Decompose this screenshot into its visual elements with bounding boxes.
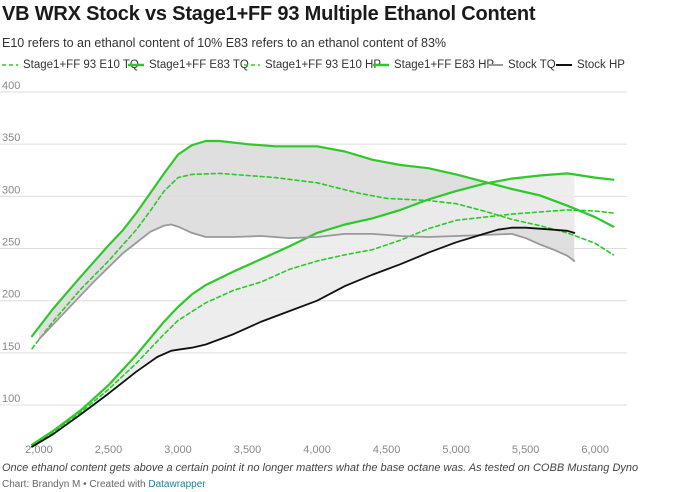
legend-label: Stock HP [577,59,625,71]
x-tick-label: 5,500 [512,444,540,456]
legend-label: Stock TQ [508,59,556,71]
y-tick-label: 150 [2,341,20,353]
legend-label: Stage1+FF E83 TQ [149,59,249,71]
x-tick-label: 3,500 [234,444,262,456]
x-tick-label: 5,000 [442,444,470,456]
legend-item-e10-hp: Stage1+FF 93 E10 HP [244,59,381,71]
series-line-stage1-ff-e83-tq [30,139,615,338]
series-line-stage1-ff-93-e10-tq [31,172,615,350]
y-tick-label: 100 [2,393,20,405]
y-tick-label: 300 [2,184,20,196]
legend-label: Stage1+FF E83 HP [394,59,495,71]
chart-credit: Chart: Brandyn M • Created with Datawrap… [2,479,206,490]
legend-item-e83-hp: Stage1+FF E83 HP [373,59,494,71]
legend-label: Stage1+FF 93 E10 HP [265,59,382,71]
legend-swatch-dashed-green-icon [244,64,260,66]
series-line-stock-hp [31,226,576,448]
legend-item-stock-tq: Stock TQ [487,59,556,71]
credit-text: Chart: Brandyn M • Created with [2,479,149,490]
series-line-stage1-ff-e83-hp [30,172,615,446]
legend-label: Stage1+FF 93 E10 TQ [23,59,139,71]
datawrapper-link[interactable]: Datawrapper [148,479,206,490]
y-tick-label: 250 [2,237,20,249]
y-tick-label: 200 [2,289,20,301]
legend-item-e83-tq: Stage1+FF E83 TQ [128,59,249,71]
chart-footnote: Once ethanol content gets above a certai… [2,462,639,474]
x-tick-label: 2,000 [25,444,53,456]
y-tick-label: 400 [2,80,20,92]
line-chart: 100 150 200 250 300 350 400 2,000 2,500 3,000 3,50… [0,80,627,456]
chart-legend: Stage1+FF 93 E10 TQ Stage1+FF E83 TQ Sta… [0,59,678,75]
x-tick-label: 4,000 [303,444,331,456]
y-tick-label: 350 [2,132,20,144]
x-tick-label: 6,000 [581,444,609,456]
legend-swatch-solid-green-icon [373,63,389,67]
range-band [39,141,575,340]
x-tick-label: 4,500 [373,444,401,456]
x-tick-label: 2,500 [95,444,123,456]
legend-item-stock-hp: Stock HP [556,59,625,71]
legend-swatch-gray-icon [487,64,503,66]
series-line-stage1-ff-93-e10-hp [31,209,615,447]
legend-swatch-solid-green-icon [128,63,144,67]
legend-swatch-black-icon [556,64,572,66]
x-tick-label: 3,000 [164,444,192,456]
chart-title: VB WRX Stock vs Stage1+FF 93 Multiple Et… [2,3,536,25]
chart-subtitle: E10 refers to an ethanol content of 10% … [2,36,447,50]
range-band [32,173,575,447]
series-line-stock-tq [38,223,576,341]
legend-swatch-dashed-green-icon [2,64,18,66]
legend-item-e10-tq: Stage1+FF 93 E10 TQ [2,59,139,71]
